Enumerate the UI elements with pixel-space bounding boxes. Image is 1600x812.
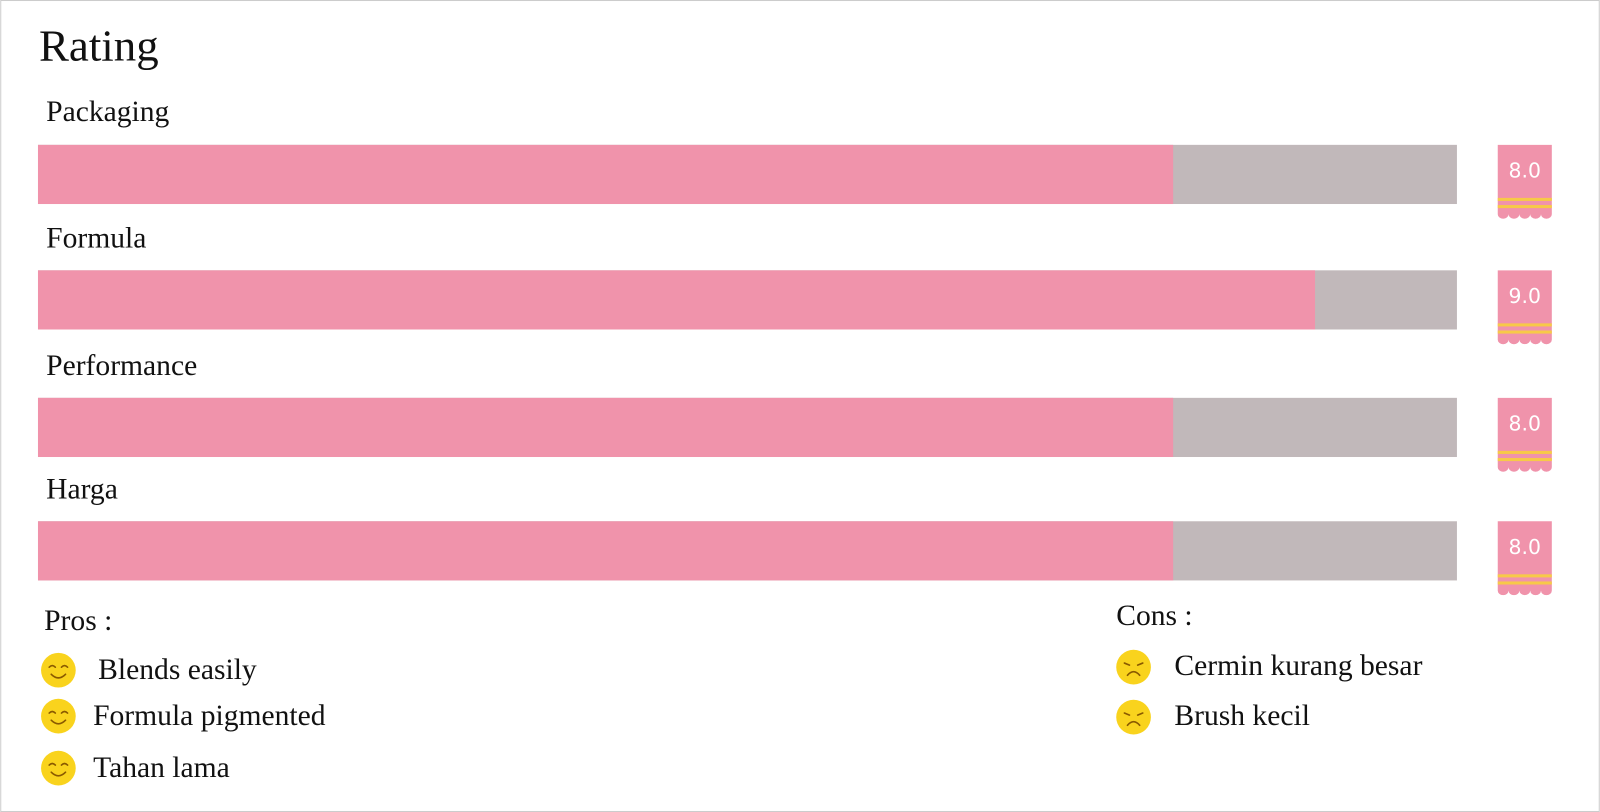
face [41,698,76,734]
smile-icon [41,698,76,734]
smile-icon [41,750,76,786]
frown-icon [1116,699,1151,735]
con-item: Brush kecil [1174,700,1310,732]
cons-title: Cons : [1116,600,1192,632]
face [41,652,76,688]
pro-item: Tahan lama [93,752,230,784]
category-label: Formula [46,223,146,255]
mouth [1126,720,1141,727]
pro-item: Formula pigmented [93,700,326,732]
badge-stripe [1497,323,1552,327]
score-label: 8.0 [1509,158,1541,182]
chart-title: Rating [39,20,159,70]
badge-stripe [1497,330,1552,334]
badge-stripe [1497,450,1552,454]
pro-item: Blends easily [98,654,257,686]
category-label: Performance [46,350,197,382]
category-label: Packaging [46,96,169,128]
pros-title: Pros : [44,605,112,637]
face [41,750,76,786]
mouth [50,771,67,777]
badge-stripe [1497,581,1552,585]
eye [48,762,69,766]
category-label: Harga [46,473,118,505]
bar [37,144,1174,205]
mouth [1126,670,1141,677]
bar [37,521,1174,581]
con-item: Cermin kurang besar [1174,650,1422,682]
mouth [50,673,67,679]
face [1116,649,1151,685]
face [1116,699,1151,735]
badge-stripe [1497,574,1552,578]
score-label: 9.0 [1509,284,1541,308]
badge-stripe [1497,197,1552,201]
badge-stripe [1497,205,1552,209]
bar [37,270,1316,330]
eye [48,710,69,714]
frown-icon [1116,649,1151,685]
eye [1123,712,1144,716]
score-label: 8.0 [1509,411,1541,435]
eye [1123,662,1144,666]
bar [37,397,1174,458]
badge-stripe [1497,458,1552,462]
smile-icon [41,652,76,688]
mouth [50,719,67,725]
score-label: 8.0 [1509,535,1541,559]
eye [48,664,69,668]
